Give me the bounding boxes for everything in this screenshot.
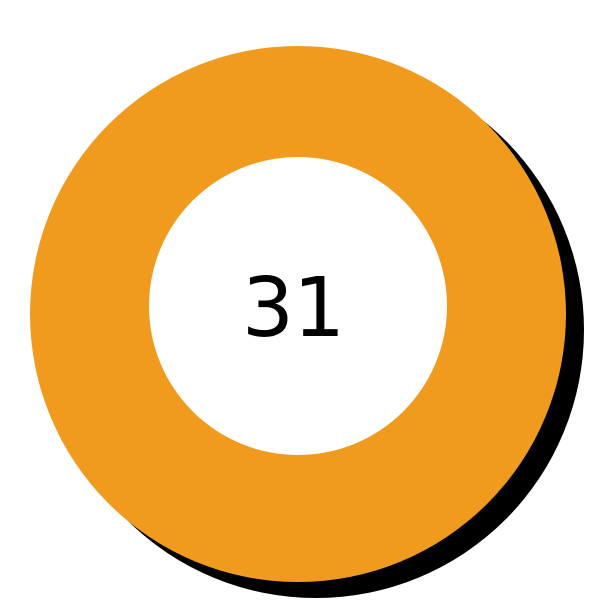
badge-number: 31 — [241, 261, 345, 356]
badge-center: 31 — [149, 157, 447, 455]
